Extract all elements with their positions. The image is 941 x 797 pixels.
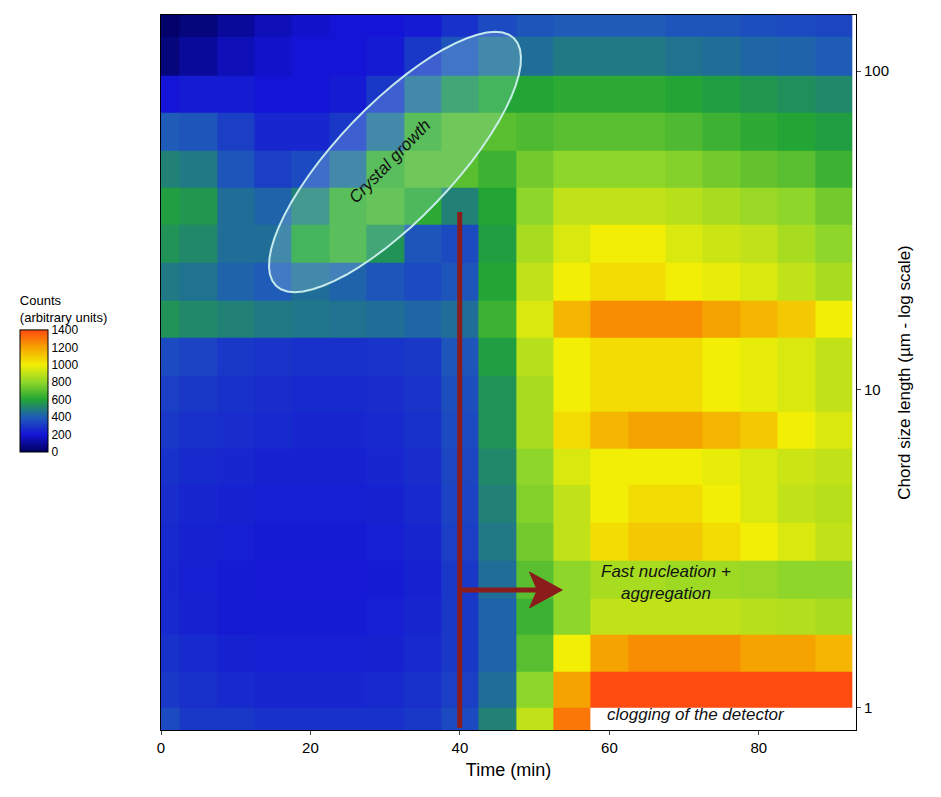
svg-text:Crystal growth: Crystal growth [345,116,434,207]
svg-text:100: 100 [864,62,889,79]
svg-text:1000: 1000 [51,358,78,372]
svg-text:60: 60 [601,739,618,756]
svg-text:400: 400 [51,410,71,424]
svg-text:Chord size length (µm - log sc: Chord size length (µm - log scale) [895,245,914,500]
svg-text:1200: 1200 [51,341,78,355]
svg-text:Time (min): Time (min) [466,760,551,780]
svg-text:10: 10 [864,381,881,398]
svg-text:40: 40 [452,739,469,756]
svg-text:1: 1 [864,699,872,716]
svg-text:0: 0 [157,739,165,756]
svg-text:20: 20 [302,739,319,756]
svg-text:800: 800 [51,375,71,389]
svg-text:600: 600 [51,393,71,407]
svg-text:Fast nucleation +aggregation: Fast nucleation +aggregation [601,562,731,603]
svg-text:Counts(arbitrary units): Counts(arbitrary units) [20,293,107,325]
svg-text:0: 0 [51,445,58,459]
svg-text:1400: 1400 [51,323,78,337]
svg-text:200: 200 [51,428,71,442]
svg-text:80: 80 [751,739,768,756]
svg-text:clogging of the detector: clogging of the detector [607,705,785,724]
